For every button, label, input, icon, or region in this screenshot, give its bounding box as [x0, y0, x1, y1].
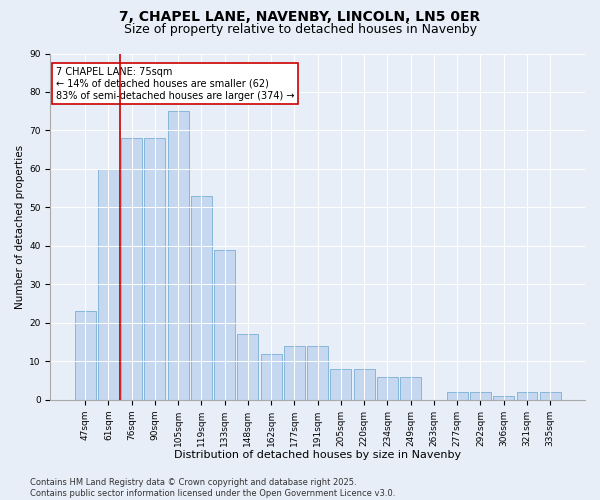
- Bar: [331, 369, 352, 400]
- Bar: [261, 354, 281, 400]
- Y-axis label: Number of detached properties: Number of detached properties: [15, 144, 25, 308]
- Bar: [470, 392, 491, 400]
- Bar: [145, 138, 166, 400]
- Bar: [540, 392, 560, 400]
- Text: 7 CHAPEL LANE: 75sqm
← 14% of detached houses are smaller (62)
83% of semi-detac: 7 CHAPEL LANE: 75sqm ← 14% of detached h…: [56, 68, 294, 100]
- Bar: [98, 169, 119, 400]
- Bar: [493, 396, 514, 400]
- Bar: [447, 392, 467, 400]
- X-axis label: Distribution of detached houses by size in Navenby: Distribution of detached houses by size …: [174, 450, 461, 460]
- Bar: [377, 376, 398, 400]
- Bar: [238, 334, 259, 400]
- Bar: [168, 111, 188, 400]
- Bar: [354, 369, 374, 400]
- Bar: [400, 376, 421, 400]
- Text: 7, CHAPEL LANE, NAVENBY, LINCOLN, LN5 0ER: 7, CHAPEL LANE, NAVENBY, LINCOLN, LN5 0E…: [119, 10, 481, 24]
- Bar: [517, 392, 538, 400]
- Bar: [191, 196, 212, 400]
- Bar: [284, 346, 305, 400]
- Bar: [121, 138, 142, 400]
- Bar: [214, 250, 235, 400]
- Text: Size of property relative to detached houses in Navenby: Size of property relative to detached ho…: [124, 22, 476, 36]
- Text: Contains HM Land Registry data © Crown copyright and database right 2025.
Contai: Contains HM Land Registry data © Crown c…: [30, 478, 395, 498]
- Bar: [74, 312, 95, 400]
- Bar: [307, 346, 328, 400]
